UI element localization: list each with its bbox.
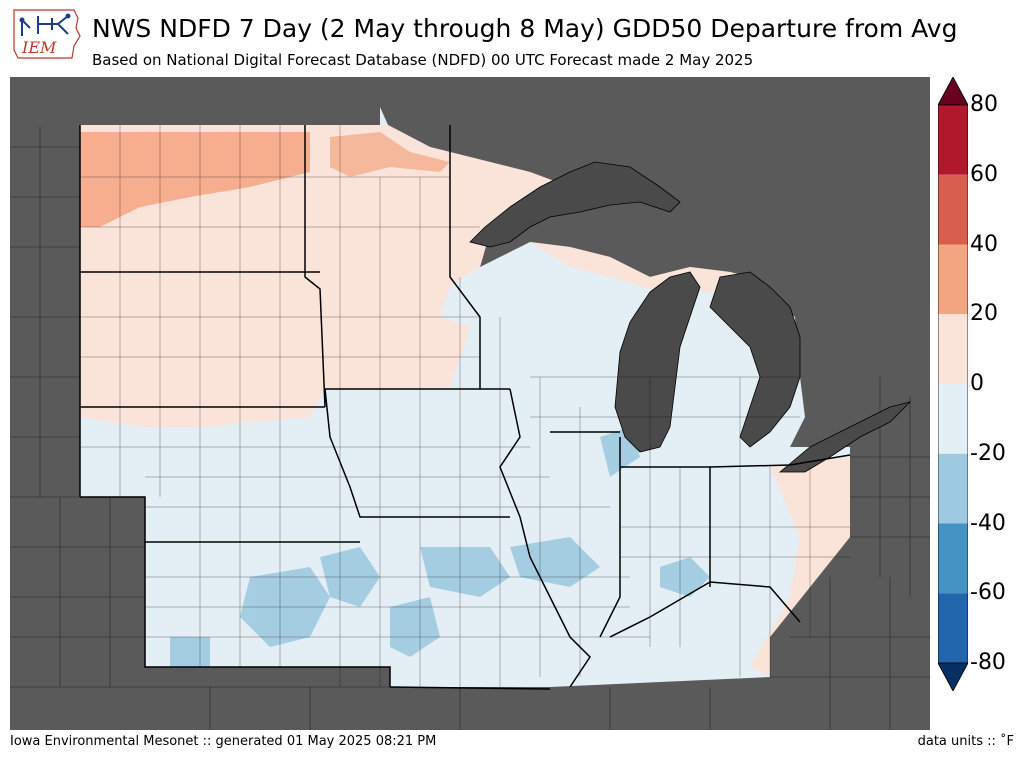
iem-logo: IEM xyxy=(13,9,81,59)
colorbar-20-40 xyxy=(938,244,968,315)
colorbar-tick-labels: 80 60 40 20 0 -20 -40 -60 -80 xyxy=(970,77,1024,691)
gdd-departure-map xyxy=(10,77,930,730)
colorbar xyxy=(938,77,968,691)
colorbar-tick: 0 xyxy=(970,371,984,396)
lake-erie xyxy=(778,401,912,473)
colorbar-extend-high xyxy=(938,77,968,106)
colorbar-tick: 20 xyxy=(970,301,998,327)
colorbar-extend-low xyxy=(938,662,968,691)
great-lakes xyxy=(469,161,912,473)
colorbar-tick: -40 xyxy=(970,510,1006,536)
logo-text: IEM xyxy=(21,38,57,57)
lake-huron xyxy=(709,271,801,448)
colorbar-neg40-neg20 xyxy=(938,453,968,524)
footer-attribution: Iowa Environmental Mesonet :: generated … xyxy=(10,734,437,749)
outside-county-lines xyxy=(10,127,930,730)
colorbar-neg20-0 xyxy=(938,384,968,454)
lake-michigan xyxy=(614,271,701,453)
colorbar-40-60 xyxy=(938,174,968,245)
warm-light-ohio xyxy=(750,457,850,677)
colorbar-tick: -20 xyxy=(970,440,1006,466)
colorbar-0-20 xyxy=(938,314,968,384)
map-subtitle: Based on National Digital Forecast Datab… xyxy=(92,51,754,69)
state-boundaries xyxy=(79,125,851,690)
colorbar-neg80-neg60 xyxy=(938,593,968,663)
colorbar-60-80 xyxy=(938,105,968,175)
warm-mid-mn xyxy=(330,132,450,177)
colorbar-tick: 60 xyxy=(970,161,998,187)
map-title: NWS NDFD 7 Day (2 May through 8 May) GDD… xyxy=(92,14,958,43)
footer-units: data units :: ˚F xyxy=(917,734,1014,749)
county-grid xyxy=(80,125,850,687)
colorbar-tick: -80 xyxy=(970,650,1006,675)
colorbar-tick: -60 xyxy=(970,580,1006,606)
colorbar-neg60-neg40 xyxy=(938,523,968,594)
warm-mid-area xyxy=(80,132,310,227)
colorbar-tick: 40 xyxy=(970,231,998,257)
warm-light-area xyxy=(80,125,565,427)
lake-superior xyxy=(469,161,681,248)
colorbar-tick: 80 xyxy=(970,92,998,117)
